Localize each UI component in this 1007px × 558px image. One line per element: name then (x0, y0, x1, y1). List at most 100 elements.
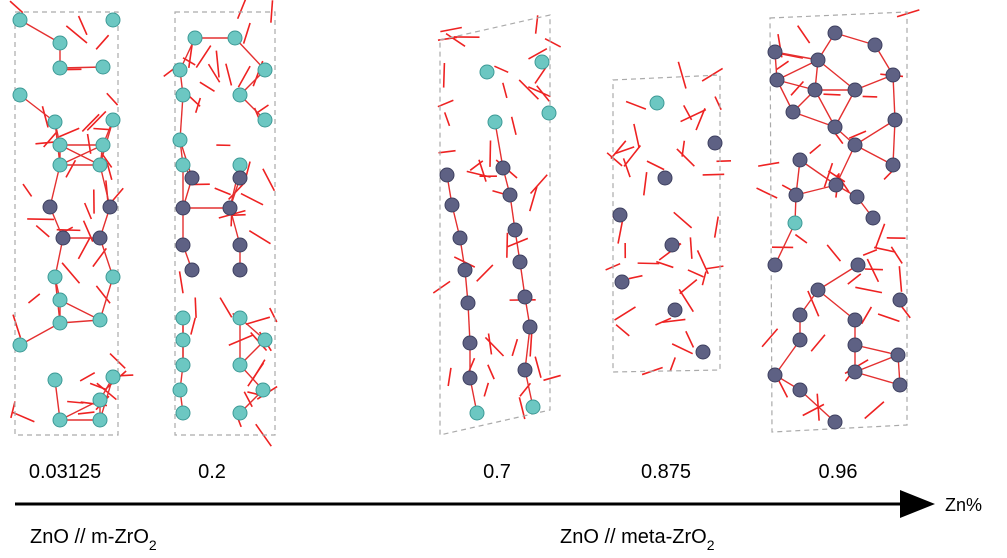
zr-atom (53, 158, 67, 172)
zn-atom (463, 371, 477, 385)
zr-atom (480, 65, 494, 79)
bond (445, 112, 450, 125)
bond (757, 188, 778, 198)
bond (703, 174, 725, 175)
bond (897, 10, 919, 17)
zn-atom (223, 201, 237, 215)
bond (624, 145, 640, 166)
zn-atom (811, 53, 825, 67)
zn-atom (440, 168, 454, 182)
zr-atom (233, 406, 247, 420)
zn-atom (886, 68, 900, 82)
zn-atom (523, 320, 537, 334)
zn-atom (185, 263, 199, 277)
zr-atom (542, 106, 556, 120)
zn-atom (665, 238, 679, 252)
bond (220, 298, 232, 318)
bond (891, 247, 902, 264)
zr-atom (53, 61, 67, 75)
zr-atom (173, 383, 187, 397)
zr-atom (788, 216, 802, 230)
zr-atom (13, 88, 27, 102)
zn-atom (696, 345, 710, 359)
bond (10, 1, 23, 13)
zn-atom (461, 296, 475, 310)
bond (503, 83, 507, 98)
group-subscript: 2 (707, 537, 715, 553)
panel-label: 0.03125 (29, 461, 101, 483)
zn-atom (851, 258, 865, 272)
bond (512, 117, 516, 135)
bond (477, 265, 493, 281)
zr-atom (233, 311, 247, 325)
bond (865, 402, 884, 419)
bond (670, 357, 675, 370)
zr-atom (96, 60, 110, 74)
bond (448, 368, 451, 386)
bond (512, 339, 517, 356)
zn-atom (848, 365, 862, 379)
zn-atom (850, 190, 864, 204)
bond (23, 184, 32, 196)
structure-figure: Zn% 0.03125 0.2 0.7 0.875 0.96 ZnO // m-… (0, 0, 1007, 558)
zr-atom (53, 138, 67, 152)
zr-atom (93, 393, 107, 407)
group-subscript: 2 (149, 537, 157, 553)
zr-atom (53, 413, 67, 427)
zn-atom (893, 293, 907, 307)
zr-atom (93, 413, 107, 427)
zn-atom (868, 38, 882, 52)
zn-atom (811, 283, 825, 297)
bond (484, 383, 488, 397)
bond (494, 66, 508, 72)
zr-atom (53, 36, 67, 50)
zn-atom (891, 348, 905, 362)
zn-atom (233, 238, 247, 252)
bond (85, 203, 92, 219)
zn-atom (508, 223, 522, 237)
bond (485, 337, 503, 356)
zr-atom (176, 88, 190, 102)
bond (811, 335, 825, 352)
bond (215, 188, 231, 194)
bond (827, 245, 840, 261)
zr-atom (176, 333, 190, 347)
bond (87, 111, 106, 130)
zr-atom (233, 158, 247, 172)
bond (758, 163, 779, 167)
bond (686, 331, 694, 347)
zr-atom (48, 373, 62, 387)
bond (862, 307, 872, 324)
zr-atom (535, 55, 549, 69)
zn-atom (458, 263, 472, 277)
bond (270, 308, 277, 322)
bond (535, 357, 541, 378)
zn-atom (518, 363, 532, 377)
bond (238, 66, 250, 87)
bond (13, 412, 35, 421)
bond (263, 169, 274, 191)
bond (433, 281, 450, 293)
bond (876, 224, 885, 248)
zr-atom (93, 158, 107, 172)
bond (644, 172, 647, 195)
zn-atom (43, 200, 57, 214)
bond (810, 144, 821, 153)
zr-atom (650, 96, 664, 110)
zn-atom (668, 303, 682, 317)
group-label: ZnO // meta-ZrO2 (560, 526, 715, 553)
zr-atom (53, 316, 67, 330)
zr-atom (48, 270, 62, 284)
zr-atom (96, 138, 110, 152)
zn-atom (888, 113, 902, 127)
bond (439, 151, 456, 153)
zn-atom (708, 136, 722, 150)
axis-label: Zn% (945, 495, 982, 515)
zn-atom (185, 171, 199, 185)
zr-atom (176, 158, 190, 172)
zn-atom (828, 415, 842, 429)
bond (849, 131, 866, 138)
bond (777, 61, 789, 69)
bond (36, 226, 49, 237)
bond (59, 128, 79, 136)
